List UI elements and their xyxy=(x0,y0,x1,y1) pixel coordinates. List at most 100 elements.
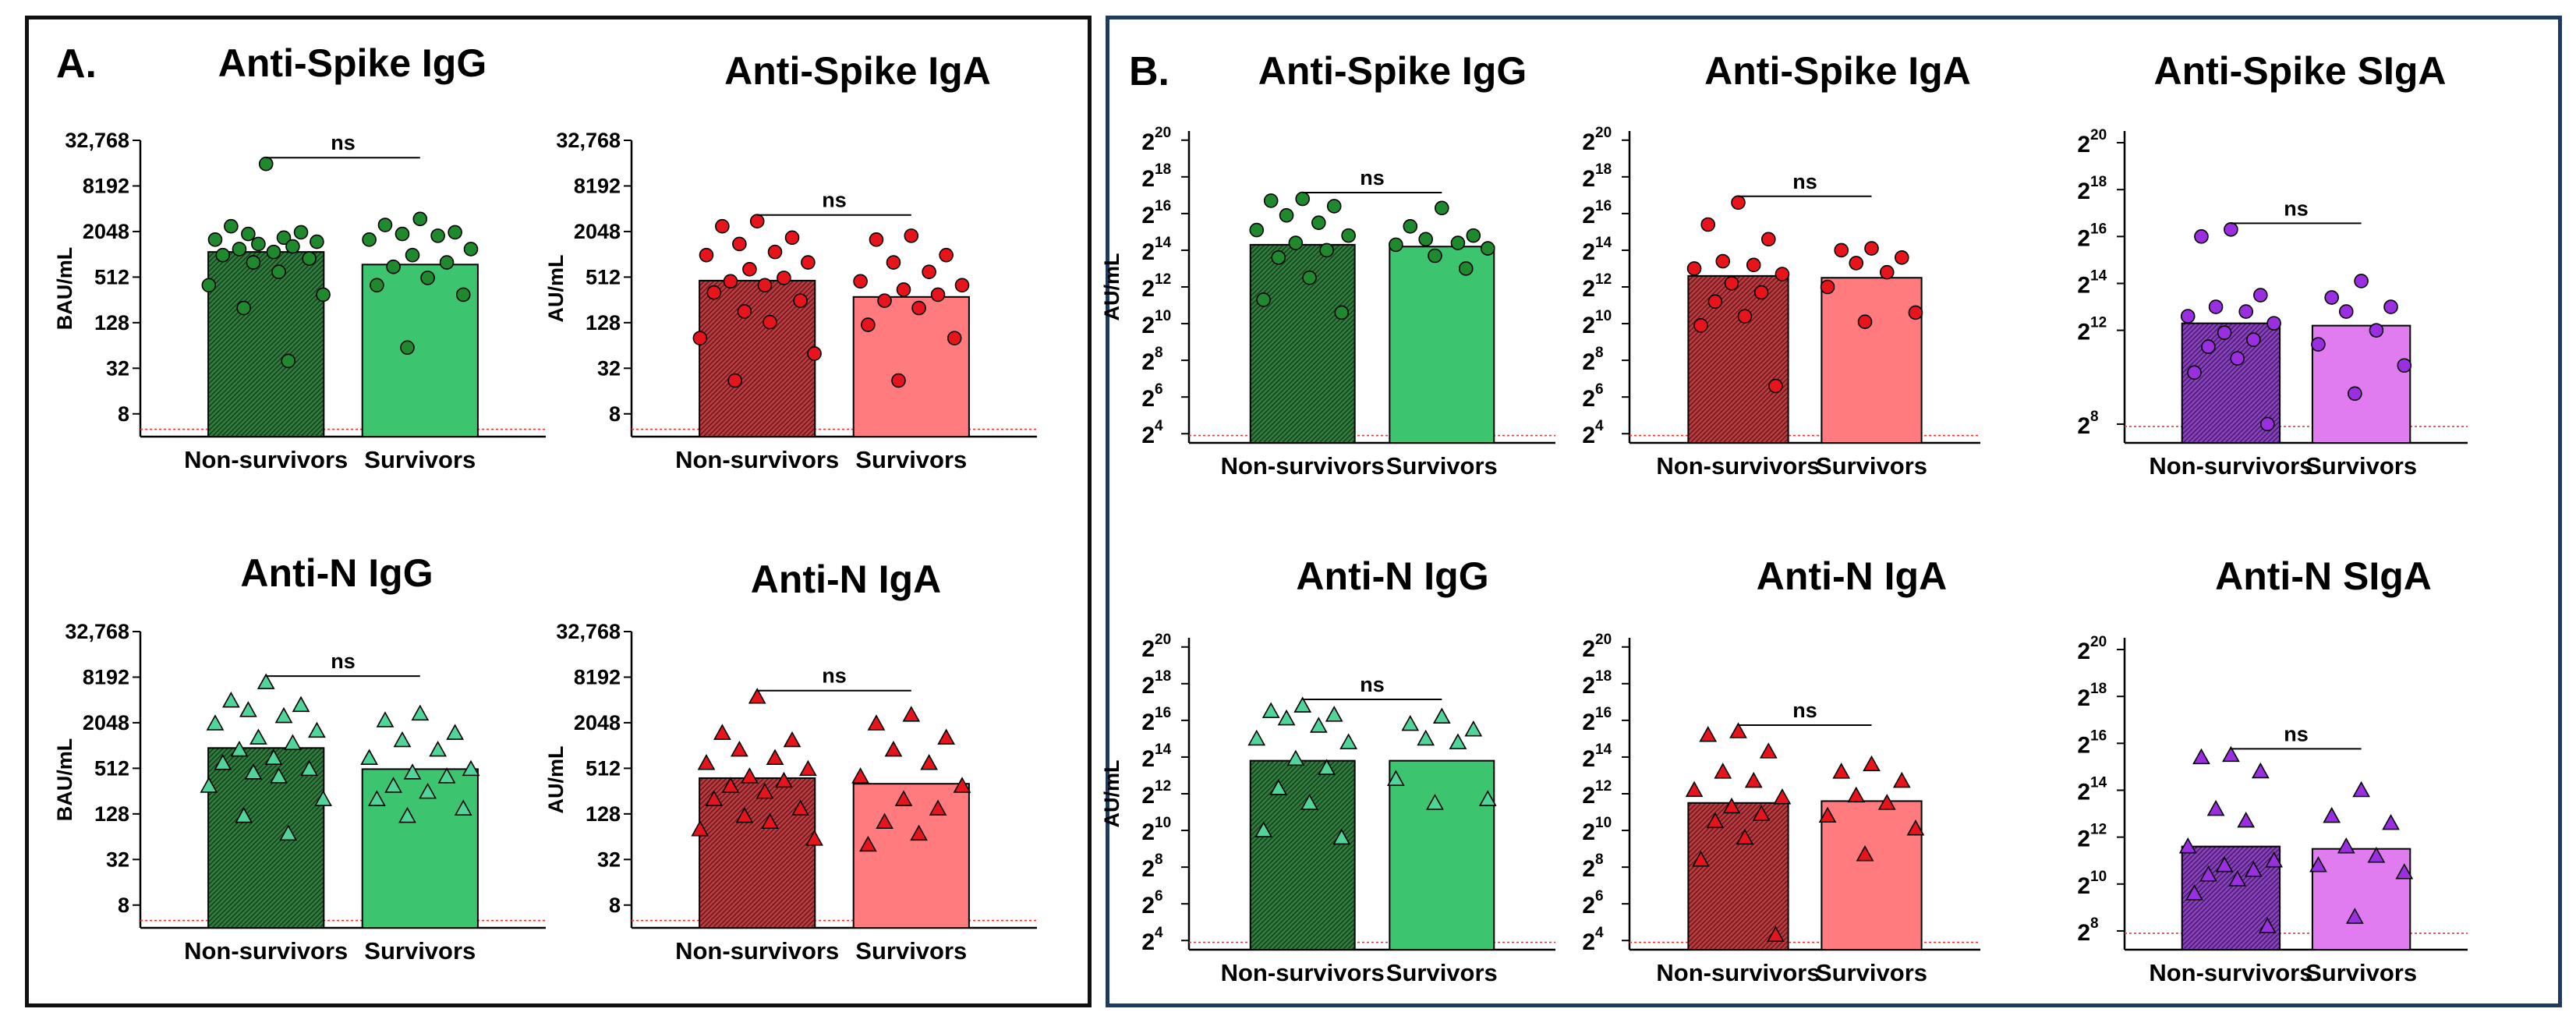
data-point xyxy=(1879,264,1895,280)
data-point xyxy=(884,740,903,757)
data-point xyxy=(1834,242,1849,258)
x-tick-label: Survivors xyxy=(1386,452,1498,480)
data-point xyxy=(1334,305,1350,320)
data-point xyxy=(691,820,709,837)
data-point xyxy=(1857,314,1873,330)
data-point xyxy=(749,214,765,229)
data-point xyxy=(2245,861,2263,877)
data-point xyxy=(362,232,377,247)
data-point xyxy=(430,228,445,243)
y-tick-label: 2 xyxy=(1582,673,1595,699)
data-point xyxy=(1269,779,1288,795)
data-point xyxy=(954,278,970,293)
data-point xyxy=(1685,780,1704,798)
data-point xyxy=(2258,917,2277,933)
y-tick-exponent: 8 xyxy=(1155,851,1163,868)
data-point xyxy=(2208,299,2224,314)
y-tick-exponent: 16 xyxy=(1595,705,1612,721)
data-point xyxy=(251,236,266,252)
data-point xyxy=(705,790,724,806)
data-point xyxy=(922,264,936,279)
x-tick-label: Non-survivors xyxy=(184,937,348,965)
chart-b-spike-iga: 2 42 62 82 102 122 142 162 182 20Non-survivorsSur… xyxy=(1582,125,1980,480)
x-tick-label: Survivors xyxy=(1816,452,1927,480)
data-point xyxy=(1261,702,1280,718)
y-tick-label: 512 xyxy=(94,265,129,288)
y-tick-label: 2 xyxy=(1141,929,1155,955)
y-tick-label: 2 xyxy=(2077,320,2090,345)
y-tick-exponent: 14 xyxy=(2090,774,2107,791)
y-tick-label: 2 xyxy=(2077,225,2090,251)
y-tick-exponent: 12 xyxy=(1155,271,1171,288)
data-point xyxy=(279,824,298,841)
data-point xyxy=(894,790,913,806)
data-point xyxy=(947,331,962,345)
data-point xyxy=(910,824,928,841)
y-tick-label: 2 xyxy=(1582,349,1595,375)
y-tick-exponent: 12 xyxy=(2090,822,2107,838)
x-tick-label: Survivors xyxy=(855,937,967,965)
significance-label: ns xyxy=(2284,722,2309,745)
bar-non-survivors xyxy=(699,279,816,437)
data-point xyxy=(1417,729,1435,746)
data-point xyxy=(1863,755,1881,772)
chart-b-n-igg: 2 42 62 82 102 122 142 162 182 20AU/mLNon-survivo… xyxy=(1100,632,1555,986)
y-tick-exponent: 14 xyxy=(2090,267,2107,284)
data-point xyxy=(920,754,938,770)
y-tick-label: 2 xyxy=(1141,166,1155,192)
data-point xyxy=(232,242,247,257)
y-tick-exponent: 14 xyxy=(1155,235,1172,251)
y-tick-label: 2 xyxy=(2077,639,2090,664)
data-point xyxy=(386,259,401,274)
data-point xyxy=(1286,749,1305,766)
data-point xyxy=(463,242,479,257)
data-point xyxy=(902,706,921,722)
data-point xyxy=(1746,257,1761,273)
data-point xyxy=(1818,806,1837,823)
y-tick-label: 2 xyxy=(1141,386,1155,412)
y-tick-exponent: 10 xyxy=(2090,869,2107,885)
bar-survivors xyxy=(361,768,479,929)
data-point xyxy=(805,830,823,846)
data-point xyxy=(877,293,892,308)
data-point xyxy=(200,777,218,793)
bar-survivors xyxy=(2311,848,2411,950)
data-point xyxy=(1325,706,1343,722)
data-point xyxy=(1432,707,1451,724)
y-tick-label: 2 xyxy=(1141,746,1155,772)
x-tick-label: Non-survivors xyxy=(1656,452,1820,480)
data-point xyxy=(2222,745,2240,763)
y-tick-label: 8 xyxy=(609,402,621,426)
data-point xyxy=(1256,292,1271,307)
data-point xyxy=(1768,378,1783,394)
y-tick-exponent: 18 xyxy=(2090,174,2107,190)
y-tick-exponent: 16 xyxy=(1155,198,1171,214)
data-point xyxy=(1466,228,1481,243)
data-point xyxy=(437,767,456,784)
significance-label: ns xyxy=(331,650,356,673)
x-tick-label: Survivors xyxy=(1816,959,1927,986)
data-point xyxy=(731,740,748,757)
data-point xyxy=(1271,250,1286,265)
data-point xyxy=(1722,797,1741,814)
data-point xyxy=(300,759,318,777)
data-point xyxy=(1729,722,1747,738)
y-tick-exponent: 8 xyxy=(1155,345,1163,361)
y-tick-exponent: 6 xyxy=(1155,381,1163,398)
data-point xyxy=(1767,926,1785,942)
data-point xyxy=(1326,199,1342,214)
y-tick-label: 8192 xyxy=(83,665,129,688)
y-tick-label: 2 xyxy=(1141,203,1155,228)
data-point xyxy=(274,706,293,724)
data-point xyxy=(314,790,332,806)
y-tick-exponent: 12 xyxy=(1155,778,1171,795)
data-point xyxy=(2206,799,2225,816)
y-tick-label: 2 xyxy=(1582,746,1595,772)
y-tick-label: 2 xyxy=(2077,685,2090,711)
y-tick-exponent: 12 xyxy=(2090,315,2107,331)
data-point xyxy=(801,255,816,270)
x-tick-label: Non-survivors xyxy=(2149,959,2312,986)
chart-a-spike-iga: 8 32 128 512 2048 8192 32,768 AU/mL Non-survivor… xyxy=(544,129,1037,473)
y-tick-label: 2 xyxy=(1141,349,1155,375)
y-tick-label: 2 xyxy=(1582,783,1595,809)
